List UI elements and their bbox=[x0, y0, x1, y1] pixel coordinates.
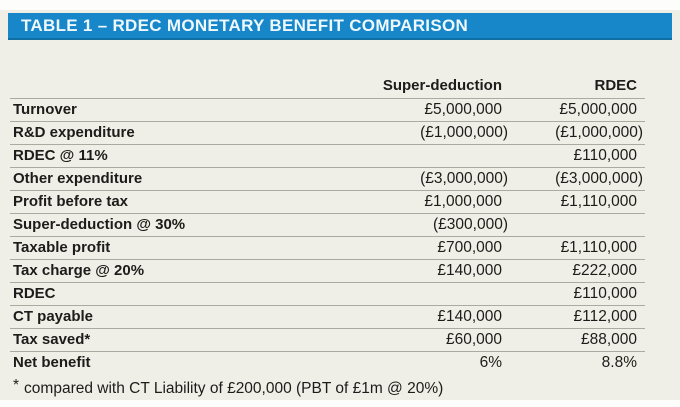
table-row: RDEC £110,000 bbox=[10, 282, 645, 306]
row-label: Tax saved* bbox=[10, 328, 360, 352]
rdec-value: £88,000 bbox=[510, 328, 645, 352]
rdec-value: £1,110,000 bbox=[510, 236, 645, 260]
table-title-bar: TABLE 1 – RDEC MONETARY BENEFIT COMPARIS… bbox=[8, 13, 672, 40]
rdec-value: £110,000 bbox=[510, 144, 645, 168]
footnote-text: compared with CT Liability of £200,000 (… bbox=[24, 380, 444, 397]
super-deduction-value: £140,000 bbox=[360, 259, 510, 283]
rdec-value: £5,000,000 bbox=[510, 98, 645, 122]
rdec-value: (£1,000,000) bbox=[510, 121, 645, 145]
super-deduction-value: £140,000 bbox=[360, 305, 510, 329]
header-super-deduction: Super-deduction bbox=[360, 68, 510, 99]
super-deduction-value: £1,000,000 bbox=[360, 190, 510, 214]
super-deduction-value: 6% bbox=[479, 354, 502, 371]
super-deduction-value: £60,000 bbox=[360, 328, 510, 352]
table-row: Turnover £5,000,000 £5,000,000 bbox=[10, 98, 645, 122]
rdec-value: £1,110,000 bbox=[510, 190, 645, 214]
super-deduction-value bbox=[360, 144, 510, 168]
rdec-value: £110,000 bbox=[510, 282, 645, 306]
table-row: Tax charge @ 20% £140,000 £222,000 bbox=[10, 259, 645, 283]
super-deduction-value: £5,000,000 bbox=[360, 98, 510, 122]
table-panel: TABLE 1 – RDEC MONETARY BENEFIT COMPARIS… bbox=[0, 10, 680, 400]
row-label: Net benefit bbox=[13, 354, 91, 371]
row-label: RDEC @ 11% bbox=[10, 144, 360, 168]
table-row: Taxable profit £700,000 £1,110,000 bbox=[10, 236, 645, 260]
comparison-table: Super-deduction RDEC Turnover £5,000,000 £… bbox=[10, 68, 645, 374]
row-label: RDEC bbox=[10, 282, 360, 306]
rdec-value: 8.8% bbox=[601, 354, 637, 371]
table-row: Tax saved* £60,000 £88,000 bbox=[10, 328, 645, 352]
row-label: Taxable profit bbox=[10, 236, 360, 260]
row-label: Profit before tax bbox=[10, 190, 360, 214]
table-title: TABLE 1 – RDEC MONETARY BENEFIT COMPARIS… bbox=[21, 15, 469, 35]
row-label: Super-deduction @ 30% bbox=[10, 213, 360, 237]
header-row: Super-deduction RDEC bbox=[10, 68, 645, 99]
footnote-marker: * bbox=[13, 377, 20, 394]
table-row: Other expenditure (£3,000,000) (£3,000,000… bbox=[10, 167, 645, 191]
super-deduction-value: £700,000 bbox=[360, 236, 510, 260]
table-row: RDEC @ 11% £110,000 bbox=[10, 144, 645, 168]
super-deduction-value: (£1,000,000) bbox=[360, 121, 510, 145]
header-empty-cell bbox=[10, 68, 360, 99]
table-row: Net benefit 6% 8.8% bbox=[10, 352, 645, 375]
table-row: CT payable £140,000 £112,000 bbox=[10, 305, 645, 329]
super-deduction-value: (£300,000) bbox=[360, 213, 510, 237]
rdec-value bbox=[510, 213, 645, 237]
header-rdec: RDEC bbox=[510, 68, 645, 99]
row-label: R&D expenditure bbox=[10, 121, 360, 145]
table-header: Super-deduction RDEC bbox=[10, 68, 645, 99]
rdec-value: (£3,000,000) bbox=[510, 167, 645, 191]
table-body: Turnover £5,000,000 £5,000,000 R&D expendit… bbox=[10, 98, 645, 375]
row-label: Turnover bbox=[10, 98, 360, 122]
row-label: Tax charge @ 20% bbox=[10, 259, 360, 283]
rdec-value: £112,000 bbox=[510, 305, 645, 329]
row-label: Other expenditure bbox=[10, 167, 360, 191]
super-deduction-value bbox=[360, 282, 510, 306]
table-row: Profit before tax £1,000,000 £1,110,000 bbox=[10, 190, 645, 214]
super-deduction-value: (£3,000,000) bbox=[360, 167, 510, 191]
row-label: CT payable bbox=[10, 305, 360, 329]
rdec-value: £222,000 bbox=[510, 259, 645, 283]
table-row: Super-deduction @ 30% (£300,000) bbox=[10, 213, 645, 237]
table-row: R&D expenditure (£1,000,000) (£1,000,000) bbox=[10, 121, 645, 145]
footnote: * compared with CT Liability of £200,000 … bbox=[13, 377, 443, 398]
